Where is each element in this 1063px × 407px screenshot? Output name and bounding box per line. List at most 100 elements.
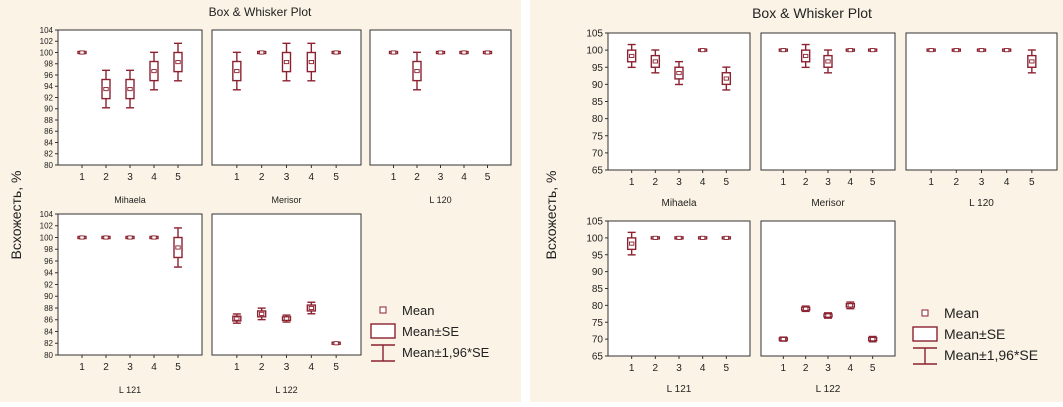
box-group xyxy=(173,42,183,82)
panel-frame xyxy=(211,213,362,356)
y-tick-label: 98 xyxy=(44,60,53,69)
y-tick-label: 65 xyxy=(592,352,604,363)
x-tick-label: 3 xyxy=(676,177,682,188)
box-group xyxy=(459,50,469,55)
legend-mean-label: Mean xyxy=(944,305,979,321)
x-tick-label: 2 xyxy=(653,363,659,374)
mean-marker xyxy=(652,235,658,240)
y-tick-label: 80 xyxy=(592,301,604,312)
mean-marker xyxy=(629,53,635,58)
y-tick-label: 82 xyxy=(44,150,53,159)
x-tick-label: 2 xyxy=(803,177,809,188)
box-group xyxy=(281,42,292,82)
mean-marker xyxy=(780,48,786,53)
box-group xyxy=(435,50,446,55)
x-tick-label: 4 xyxy=(700,177,706,188)
y-tick-label: 80 xyxy=(44,351,53,360)
mean-marker xyxy=(978,48,985,53)
panel-merisor: 1 2 3 4 5 Merisor xyxy=(211,29,362,205)
box-group xyxy=(331,50,341,55)
box-group xyxy=(125,235,135,240)
panel-l-120: 1 2 3 4 5 L 120 xyxy=(905,32,1058,209)
box-group xyxy=(867,48,878,53)
y-tick-label: 88 xyxy=(44,304,53,313)
mean-marker xyxy=(676,71,682,76)
y-tick-label: 100 xyxy=(40,48,54,57)
box-group xyxy=(77,50,87,55)
x-tick-label: 5 xyxy=(870,177,876,188)
chart-title: Box & Whisker Plot xyxy=(209,5,312,19)
panel-name: L 120 xyxy=(429,195,451,205)
x-tick-label: 1 xyxy=(781,177,787,188)
box-whisker-chart-left: Box & Whisker Plot Всхожесть, % 80 82 84 86 88… xyxy=(0,0,521,402)
box-group xyxy=(232,51,242,91)
y-tick-label: 85 xyxy=(592,284,604,295)
box-group xyxy=(173,227,183,268)
box-group xyxy=(306,301,317,315)
x-tick-label: 4 xyxy=(700,363,706,374)
box-group xyxy=(823,49,833,74)
x-tick-label: 4 xyxy=(309,362,315,373)
mean-marker xyxy=(803,306,809,311)
mean-marker xyxy=(103,87,109,92)
mean-marker xyxy=(700,235,706,240)
x-tick-label: 4 xyxy=(309,172,315,183)
y-tick-label: 105 xyxy=(586,217,603,228)
mean-marker xyxy=(461,50,467,55)
panel-name: Merisor xyxy=(811,198,845,209)
panel-frame xyxy=(369,29,512,166)
y-tick-label: 100 xyxy=(586,233,603,244)
legend-whisker-label: Mean±1,96*SE xyxy=(402,345,490,360)
box-group xyxy=(626,231,637,256)
x-tick-label: 3 xyxy=(979,177,985,188)
box-group xyxy=(149,235,159,240)
box-group xyxy=(800,305,811,313)
y-tick-label: 86 xyxy=(44,127,53,136)
y-tick-label: 100 xyxy=(586,46,603,57)
panel-name: Mihaela xyxy=(661,198,696,209)
box-group xyxy=(412,51,422,91)
y-tick-label: 95 xyxy=(592,63,604,74)
mean-marker xyxy=(437,50,444,55)
legend-mean-symbol xyxy=(921,309,929,317)
y-tick-label: 96 xyxy=(44,257,53,266)
y-tick-label: 75 xyxy=(592,131,604,142)
y-tick-label: 92 xyxy=(44,93,53,102)
mean-marker xyxy=(234,316,240,321)
mean-marker xyxy=(175,245,181,250)
x-tick-label: 1 xyxy=(391,172,397,183)
chart-title: Box & Whisker Plot xyxy=(752,5,872,21)
x-tick-label: 3 xyxy=(825,363,831,374)
x-tick-label: 5 xyxy=(870,363,876,374)
x-tick-label: 2 xyxy=(103,172,109,183)
y-axis-label: Всхожесть, % xyxy=(8,171,24,260)
mean-marker xyxy=(652,59,658,64)
x-tick-label: 4 xyxy=(151,362,157,373)
mean-marker xyxy=(676,235,682,240)
x-tick-label: 3 xyxy=(284,362,290,373)
panel-frame xyxy=(57,213,203,356)
legend-mean-label: Mean xyxy=(402,303,435,318)
y-tick-label: 102 xyxy=(40,222,54,231)
mean-marker xyxy=(151,235,157,240)
x-tick-label: 1 xyxy=(629,363,635,374)
y-tick-label: 95 xyxy=(592,250,604,261)
legend-whisker-label: Mean±1,96*SE xyxy=(944,347,1038,363)
mean-marker xyxy=(928,48,934,53)
box-group xyxy=(674,60,684,86)
x-tick-label: 3 xyxy=(825,177,831,188)
x-tick-label: 5 xyxy=(1029,177,1035,188)
x-tick-label: 1 xyxy=(928,177,934,188)
mean-marker xyxy=(283,316,290,321)
mean-marker xyxy=(308,60,314,65)
legend-se-label: Mean±SE xyxy=(944,326,1005,342)
x-tick-label: 1 xyxy=(629,177,635,188)
panel-name: L 121 xyxy=(667,384,692,395)
y-tick-label: 84 xyxy=(44,138,53,147)
legend-mean-symbol xyxy=(379,306,387,314)
panel-name: Merisor xyxy=(271,195,301,205)
mean-marker xyxy=(259,311,265,316)
y-tick-label: 92 xyxy=(44,280,53,289)
box-group xyxy=(778,336,789,342)
mean-marker xyxy=(333,50,339,55)
